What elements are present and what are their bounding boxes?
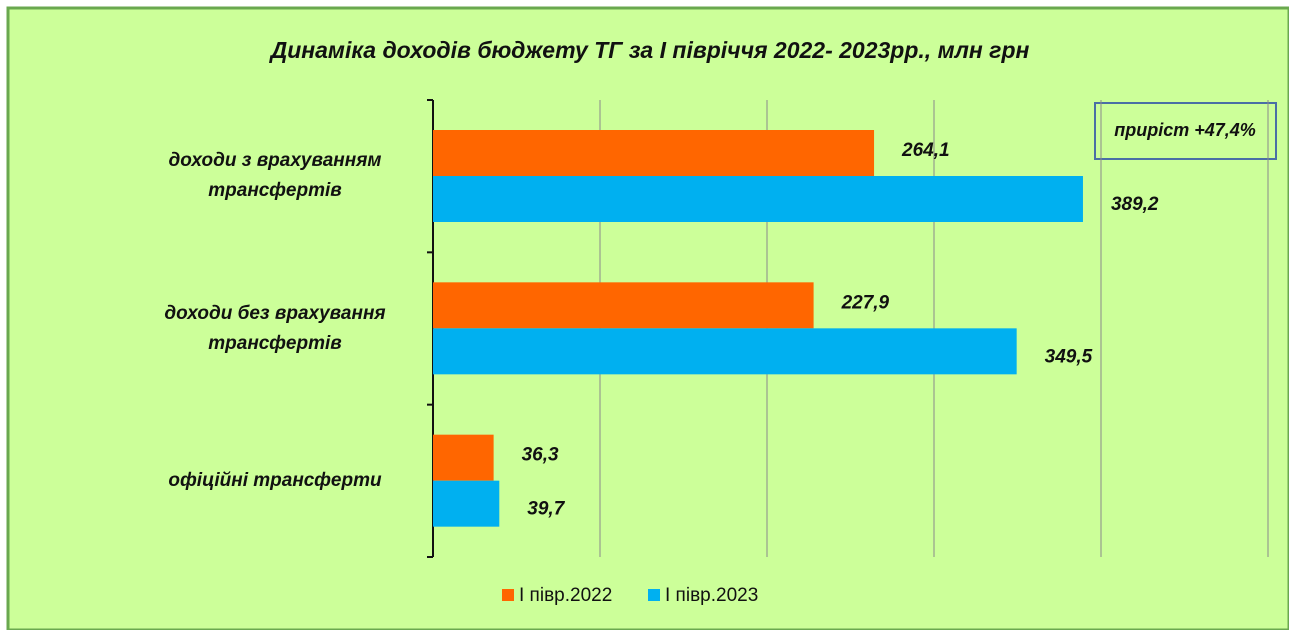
legend-label: І півр.2023 [665,585,758,606]
data-label: 349,5 [1045,346,1093,367]
legend-swatch [502,589,514,601]
category-label: доходи без врахування трансфертів [164,302,386,354]
data-label: 227,9 [841,292,890,313]
bar [433,434,494,481]
bar [433,480,500,527]
data-label: 264,1 [901,140,950,161]
data-label: 389,2 [1111,194,1159,215]
bar [433,130,875,176]
annotation: приріст +47,4% [1114,120,1256,140]
data-label: 36,3 [522,445,559,466]
legend-label: І півр.2022 [519,585,612,606]
bar [433,176,1083,222]
bar [433,282,814,329]
legend-swatch [648,589,660,601]
chart-title: Динаміка доходів бюджету ТГ за І піврічч… [269,37,1030,63]
category-label: офіційні трансферти [168,469,382,491]
bar [433,328,1017,375]
category-label: доходи з врахуванням трансфертів [168,150,382,202]
annotation-box [1094,102,1277,160]
data-label: 39,7 [527,499,565,520]
